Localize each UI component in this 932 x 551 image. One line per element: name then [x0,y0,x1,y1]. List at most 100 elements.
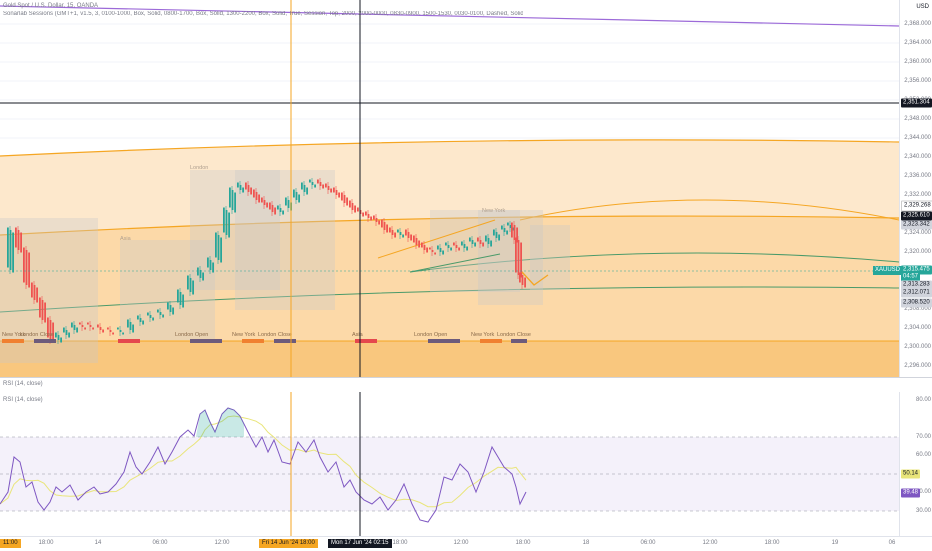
candle-body [434,252,436,255]
candle-body [237,182,239,188]
rsi-tick-60: 60.00 [915,452,931,458]
marker-london-5 [511,339,527,343]
candle-body [39,297,41,318]
candle-body [516,227,518,243]
candle-body [365,211,367,216]
candle-body [511,222,513,238]
candle-body [394,232,396,238]
candle-body [271,205,274,212]
rsi-legend-top: RSI (14, close) [3,381,43,387]
candle-body [20,232,22,253]
candle-body [12,232,14,273]
candle-body [65,330,68,335]
candle-body [207,257,209,268]
candle-body [258,194,260,203]
currency-label[interactable]: USD [916,4,929,10]
candle-body [450,247,452,251]
rsi-overbought-fill [196,408,244,437]
rsi-line [0,407,527,523]
candle-body [399,232,402,235]
crosshair-date-a: Fri 14 Jun '24 18:00 [259,539,318,548]
level-f-label: 2,308.520 [901,298,932,308]
candle-body [515,237,517,273]
candle-body [349,200,351,208]
candle-body [375,218,378,222]
candle-body [122,332,124,335]
candle-body [521,275,524,285]
time-tick-1: 18:00 [38,540,54,546]
candle-body [453,242,455,246]
candle-body [247,185,250,192]
candle-body [255,192,258,200]
candle-body [228,212,230,238]
price-chart-canvas[interactable]: New York London Close London Open New Yo… [0,0,899,377]
candle-body [97,324,99,328]
trend-curve-lower [0,286,899,313]
candle-body [81,325,84,327]
marker-newyork-2 [242,339,264,343]
session-label-3: London Open [175,332,208,338]
candle-body [31,282,33,298]
time-highlight-left: 11:00 [0,539,21,548]
candle-body [274,207,276,215]
marker-asia-2 [355,339,377,343]
price-axis[interactable]: USD 2,368.000 2,364.000 2,360.000 2,356.000… [899,0,932,377]
candle-body [485,235,487,242]
candle-body [306,187,308,195]
price-chart-pane[interactable]: New York London Close London Open New Yo… [0,0,899,377]
candle-body [493,229,495,236]
marker-newyork-3 [480,339,502,343]
rsi-axis[interactable]: 80.00 70.00 60.00 40.00 30.00 50.14 39.4… [899,392,932,536]
session-label-4: New York [232,332,255,338]
price-tick: 2,336.000 [904,173,931,179]
candle-body [319,182,322,186]
candle-body [142,320,144,325]
candle-body [487,238,490,244]
candle-body [469,237,471,242]
candle-body [119,330,122,332]
candle-body [192,280,194,295]
rsi-legend: RSI (14, close) [3,397,43,403]
session-label-2: London Close [20,332,54,338]
pane-separator[interactable]: RSI (14, close) [0,377,932,393]
candle-body [378,220,380,225]
candle-body [152,317,154,321]
candle-body [507,222,509,226]
candle-body [71,322,73,328]
price-tick: 2,320.000 [904,249,931,255]
rsi-canvas[interactable]: RSI (14, close) [0,392,899,536]
countdown-label: 04:57 [901,272,921,282]
symbol-title: Gold Spot / U.S. Dollar, 15, OANDA [3,3,99,9]
candle-body [391,230,394,235]
level-e-label: 2,312.071 [901,288,932,298]
candle-body [57,335,60,340]
price-tick: 2,364.000 [904,40,931,46]
rsi-ma-value-label: 39.48 [901,488,921,498]
candle-body [231,190,234,210]
candle-body [431,250,434,252]
indicator-legend[interactable]: Sonarlab Sessions (GMT+1, v1.5, 3, 0100-… [3,11,523,17]
candle-body [415,238,418,245]
candle-body [418,240,420,248]
level-a-label: 2,329.268 [901,200,932,212]
level-c-label: 2,323.342 [901,220,932,230]
session-label-1: New York [2,332,25,338]
time-tick-16: 06 [888,540,896,546]
candle-body [33,285,36,300]
time-axis[interactable]: 11:00 18:00 14 06:00 12:00 Fri 14 Jun '2… [0,536,932,551]
candle-body [498,234,500,241]
rsi-ma-line [0,415,527,508]
price-tick: 2,340.000 [904,154,931,160]
candle-body [293,189,295,198]
candle-body [303,185,306,192]
rsi-pane[interactable]: RSI (14, close) [0,392,899,536]
time-tick-13: 12:00 [702,540,718,546]
candle-body [381,219,383,228]
candle-body [501,225,503,230]
candle-body [524,277,526,288]
candle-body [182,294,184,308]
candle-body [263,200,266,205]
candle-body [157,309,159,313]
candle-body [458,247,460,251]
candle-body [386,224,388,233]
